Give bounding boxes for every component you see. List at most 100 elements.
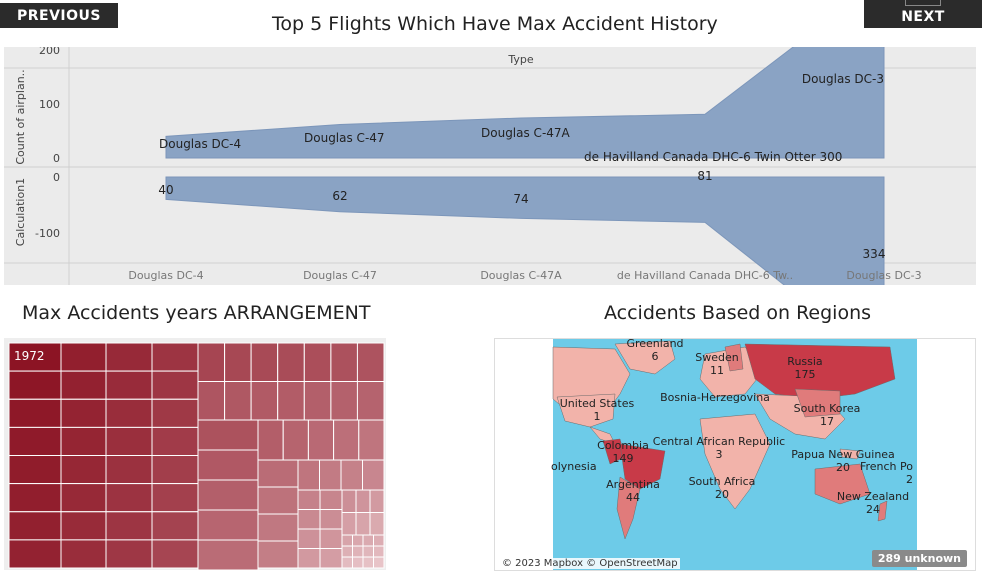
map-region-label: Colombia — [597, 439, 649, 452]
treemap-cell — [341, 489, 357, 513]
next-button-tab — [905, 0, 941, 6]
treemap-cell — [151, 483, 199, 513]
treemap-cell — [373, 545, 385, 558]
treemap-cell — [257, 513, 299, 542]
africa-region — [699, 413, 771, 510]
next-button-label: NEXT — [901, 9, 945, 25]
treemap-cell — [341, 512, 357, 536]
treemap-cell — [8, 483, 62, 513]
map-region-value: 20 — [715, 488, 729, 501]
treemap-cell — [358, 419, 385, 461]
treemap-cell — [356, 342, 385, 382]
treemap-cell — [297, 528, 321, 549]
map-region-value: 11 — [710, 364, 724, 377]
treemap-cell — [303, 342, 332, 382]
top-area-series — [165, 47, 885, 159]
chart-title: Top 5 Flights Which Have Max Accident Hi… — [272, 13, 718, 35]
treemap-cell — [8, 455, 62, 485]
next-button[interactable]: NEXT — [864, 0, 982, 28]
bottom-data-label: 81 — [697, 169, 712, 183]
map-region-label: French Po — [860, 460, 913, 473]
treemap-cell — [362, 534, 374, 547]
regions-map[interactable]: Greenland 6 Sweden 11 Russia 175 United States… — [494, 338, 976, 571]
bottom-axis-title: Calculation1 — [14, 178, 27, 246]
treemap-cell — [297, 459, 320, 491]
map-region-label: Bosnia-Herzegovina — [660, 391, 770, 404]
treemap-cell — [60, 455, 107, 485]
treemap-cell — [151, 426, 199, 457]
treemap-cell — [8, 370, 62, 400]
map-region-value: 149 — [613, 452, 634, 465]
treemap-cell — [105, 426, 153, 457]
years-treemap[interactable]: 1972 — [4, 338, 386, 570]
treemap-cell — [319, 459, 342, 491]
treemap-cell — [333, 419, 360, 461]
treemap-cell — [105, 398, 153, 428]
treemap-cell — [8, 539, 62, 569]
treemap-cell — [105, 455, 153, 485]
australia-region — [814, 463, 871, 505]
map-attribution[interactable]: © 2023 Mapbox © OpenStreetMap — [500, 558, 680, 569]
top-data-label: de Havilland Canada DHC-6 Twin Otter 300 — [584, 150, 842, 164]
treemap-cell — [151, 370, 199, 400]
map-region-label: Greenland — [626, 339, 683, 350]
map-region-label: Russia — [787, 355, 822, 368]
treemap-cell — [60, 398, 107, 428]
treemap-cell — [250, 381, 279, 421]
treemap-cell — [330, 381, 358, 421]
united-states-region — [556, 393, 616, 428]
category-tick-label: de Havilland Canada DHC-6 Tw.. — [617, 269, 793, 282]
treemap-cell — [319, 489, 343, 510]
treemap-cell — [197, 342, 226, 382]
map-region-label: Argentina — [606, 478, 660, 491]
treemap-cell — [197, 539, 259, 570]
treemap-cell — [297, 489, 321, 510]
map-region-value: 175 — [795, 368, 816, 381]
top-tick-label: 0 — [53, 152, 60, 165]
new-zealand-region — [877, 500, 888, 522]
treemap-cell — [319, 548, 343, 569]
treemap-cell — [105, 539, 153, 569]
treemap-cell — [307, 419, 335, 461]
top-tick-label: 200 — [39, 47, 60, 57]
treemap-cell — [105, 370, 153, 400]
treemap-cell — [197, 419, 259, 451]
china-region — [794, 388, 841, 418]
bottom-tick-label: 0 — [53, 171, 60, 184]
bottom-area-series — [165, 176, 885, 285]
treemap-cell — [319, 509, 343, 530]
map-region-value: 44 — [626, 491, 640, 504]
category-tick-label: Douglas C-47 — [303, 269, 377, 282]
papua-region — [839, 448, 861, 460]
treemap-cell — [60, 511, 107, 541]
treemap-cell — [151, 455, 199, 485]
treemap-cell — [352, 534, 364, 547]
treemap-cell — [352, 556, 364, 569]
treemap-cell — [352, 545, 364, 558]
top-tick-label: 100 — [39, 98, 60, 111]
treemap-cell — [60, 370, 107, 400]
map-region-value: 17 — [820, 415, 834, 428]
treemap-cell — [277, 342, 305, 382]
treemap-cell — [297, 548, 321, 569]
argentina-region — [616, 476, 641, 540]
treemap-cell — [60, 342, 107, 372]
treemap-cell — [197, 449, 259, 481]
previous-button[interactable]: PREVIOUS — [0, 3, 118, 28]
treemap-cell — [257, 419, 284, 461]
bottom-data-label: 74 — [513, 192, 528, 206]
bottom-data-label: 334 — [863, 247, 886, 261]
treemap-cell — [355, 489, 371, 513]
bottom-tick-label: -100 — [35, 227, 60, 240]
top-data-label: Douglas DC-3 — [802, 72, 884, 86]
treemap-cell — [257, 486, 299, 515]
unknown-badge[interactable]: 289 unknown — [871, 550, 967, 567]
treemap-title: Max Accidents years ARRANGEMENT — [22, 302, 371, 324]
map-region-label: Papua New Guinea — [791, 448, 895, 461]
map-region-label: South Korea — [794, 402, 861, 415]
top-data-label: Douglas DC-4 — [159, 137, 241, 151]
treemap-cell — [8, 426, 62, 457]
